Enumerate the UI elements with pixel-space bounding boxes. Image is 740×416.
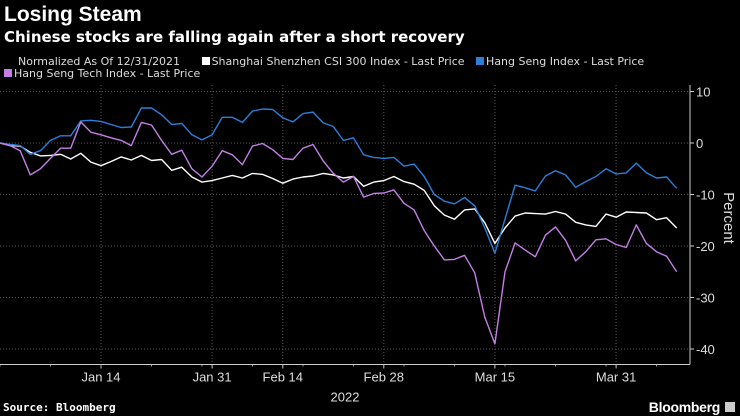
y-tick-label: 10 <box>696 85 710 100</box>
x-axis-label: 2022 <box>331 389 360 404</box>
bloomberg-logo: Bloomberg <box>648 399 721 415</box>
source-note: Source: Bloomberg <box>3 401 116 414</box>
hang-seng-tech-line <box>0 121 678 345</box>
x-tick-label: Jan 31 <box>193 369 232 384</box>
y-tick-label: -20 <box>696 239 715 254</box>
x-tick-label: Feb 14 <box>263 369 303 384</box>
csi300-line <box>0 142 678 245</box>
legend-item-hstech: Hang Seng Tech Index - Last Price <box>4 67 200 80</box>
legend-note: Normalized As Of 12/31/2021 <box>18 55 181 68</box>
y-tick-label: -40 <box>696 342 715 357</box>
y-axis-label: Percent <box>720 192 737 245</box>
x-tick-label: Feb 28 <box>364 369 404 384</box>
bloomberg-terminal-icon <box>725 402 735 412</box>
y-tick-label: -30 <box>696 291 715 306</box>
y-tick-label: 0 <box>696 136 703 151</box>
legend-swatch <box>476 57 485 65</box>
chart-subtitle: Chinese stocks are falling again after a… <box>4 28 465 46</box>
legend-swatch <box>201 57 210 65</box>
x-tick-label: Mar 31 <box>596 369 636 384</box>
y-tick-label: -10 <box>696 188 715 203</box>
hang-seng-line <box>0 107 678 254</box>
legend-swatch <box>4 69 12 77</box>
legend-item-csi300: Shanghai Shenzhen CSI 300 Index - Last P… <box>201 55 465 68</box>
x-tick-label: Jan 14 <box>81 369 120 384</box>
legend-item-hsi: Hang Seng Index - Last Price <box>476 55 644 68</box>
legend: Normalized As Of 12/31/2021 Shanghai She… <box>4 55 656 80</box>
x-tick-label: Mar 15 <box>475 369 515 384</box>
chart-title: Losing Steam <box>4 3 142 26</box>
